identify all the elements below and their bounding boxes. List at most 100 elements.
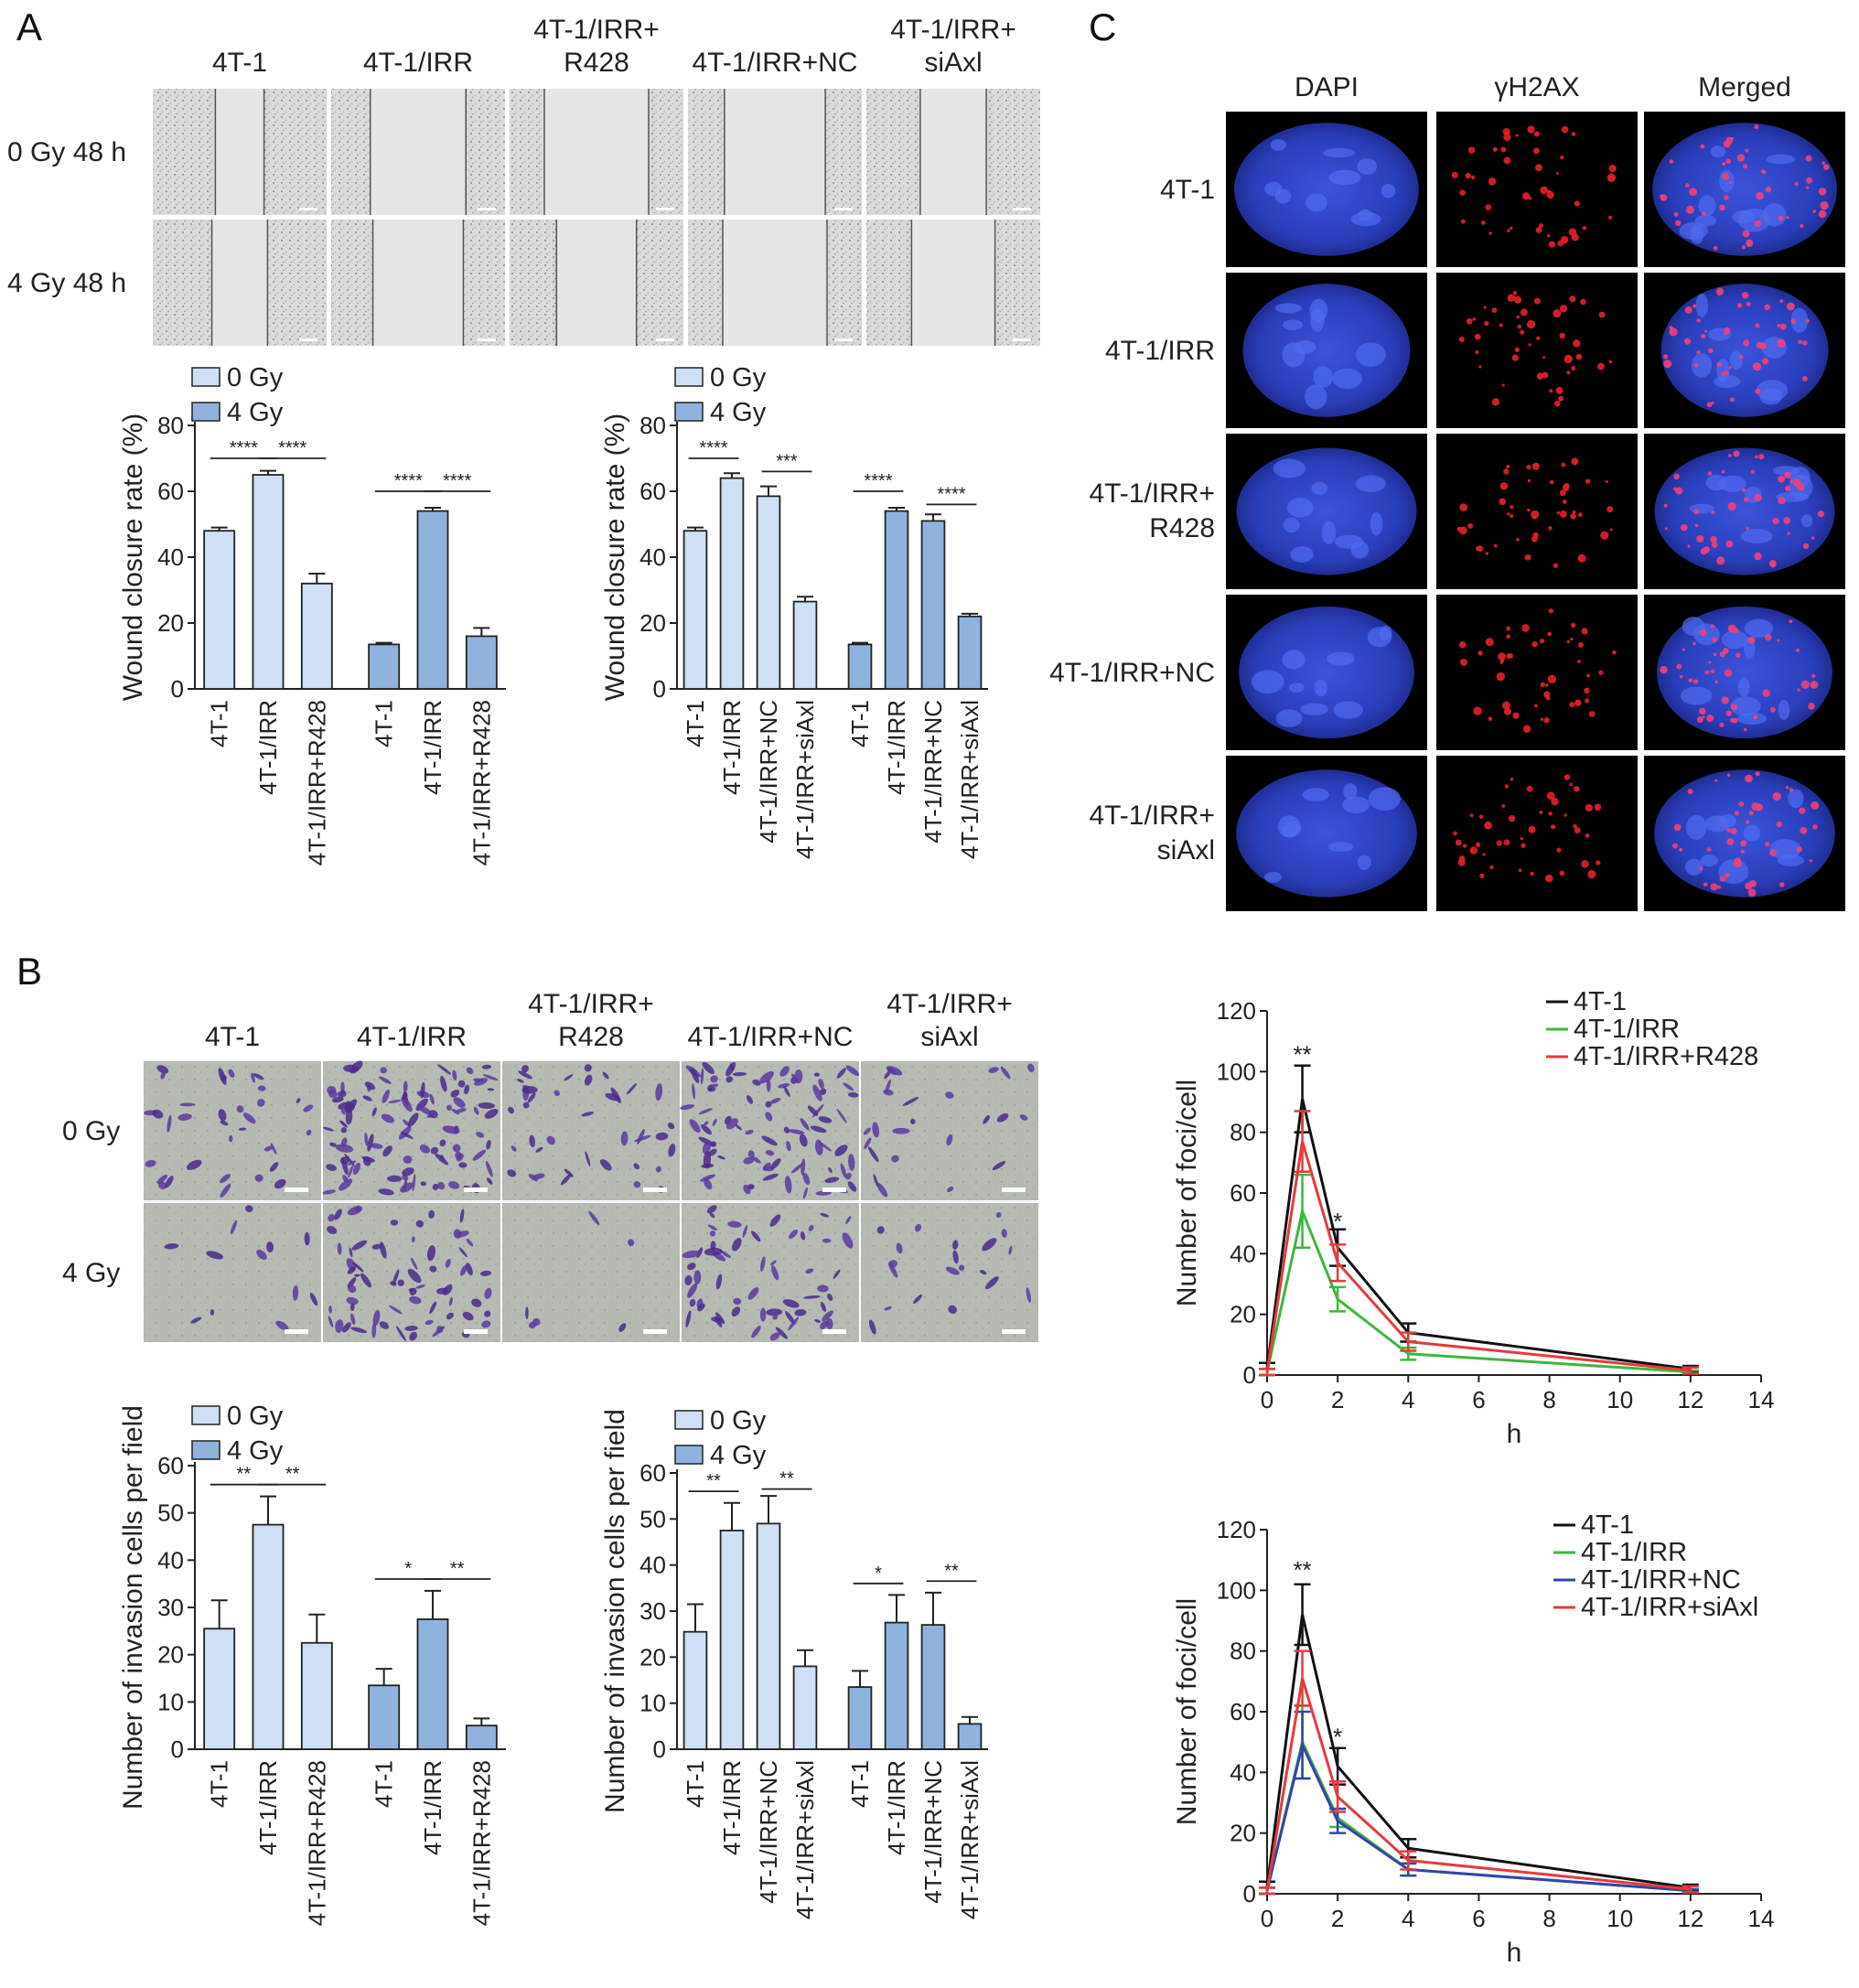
foci-spot: [1466, 317, 1473, 325]
foci-spot: [1512, 712, 1520, 719]
invading-cell: [958, 1264, 965, 1272]
foci-spot: [1577, 512, 1583, 517]
invading-cell: [466, 1067, 474, 1075]
foci-spot: [1750, 469, 1755, 474]
foci-spot: [1562, 500, 1567, 504]
foci-spot: [1521, 624, 1530, 632]
foci-spot: [1496, 672, 1506, 682]
foci-spot: [1544, 683, 1549, 687]
foci-spot: [1694, 523, 1699, 528]
foci-spot: [1663, 360, 1672, 369]
foci-spot: [1499, 661, 1504, 664]
nucleolus: [1310, 307, 1325, 332]
invading-cell: [481, 1320, 491, 1328]
row-label: 4T-1/IRR+ siAxl: [1089, 801, 1215, 865]
invading-cell: [1026, 1287, 1031, 1303]
invading-cell: [238, 1127, 247, 1131]
invading-cell: [448, 1297, 453, 1306]
x-tick-label: 4T-1: [206, 1760, 233, 1808]
invading-cell: [783, 1085, 790, 1098]
foci-spot: [1554, 400, 1561, 407]
foci-spot: [1787, 532, 1790, 535]
foci-spot: [1735, 861, 1742, 867]
invading-cell: [323, 1126, 334, 1132]
invading-cell: [367, 1134, 374, 1152]
invading-cell: [507, 1169, 517, 1177]
foci-spot: [1500, 146, 1507, 153]
foci-spot: [1573, 339, 1581, 348]
invading-cell: [697, 1303, 705, 1312]
foci-spot: [1585, 478, 1591, 484]
invading-cell: [435, 1287, 448, 1295]
foci-spot: [1722, 648, 1729, 654]
invading-cell: [474, 1078, 489, 1086]
foci-spot: [1802, 340, 1808, 346]
foci-spot: [1455, 839, 1462, 846]
foci-spot: [1473, 706, 1482, 715]
invading-cell: [712, 1118, 717, 1126]
foci-spot: [1799, 807, 1806, 814]
y-tick-label: 0: [171, 1735, 184, 1763]
significance-label: ****: [937, 484, 965, 504]
foci-spot: [1798, 339, 1803, 345]
invading-cell: [810, 1125, 827, 1134]
foci-spot: [1509, 226, 1513, 231]
foci-spot: [1708, 348, 1714, 354]
invading-cell: [392, 1269, 400, 1285]
foci-spot: [1728, 366, 1732, 370]
foci-spot: [1753, 715, 1758, 720]
x-tick-label: 4T-1: [371, 1760, 398, 1808]
row-label: 0 Gy: [62, 1116, 120, 1146]
foci-spot: [1510, 505, 1514, 510]
foci-spot: [1459, 503, 1468, 512]
foci-spot: [1715, 287, 1725, 296]
invading-cell: [460, 1264, 467, 1276]
invading-cell: [370, 1143, 383, 1149]
invading-cell: [693, 1270, 702, 1284]
invading-cell: [715, 1312, 725, 1325]
column-label: γH2AX: [1494, 72, 1579, 102]
invading-cell: [230, 1220, 238, 1235]
nucleus: [1654, 447, 1835, 575]
foci-spot: [1453, 831, 1457, 836]
y-tick-label: 0: [1243, 1361, 1256, 1389]
foci-spot: [1777, 338, 1786, 349]
x-tick-label: 4T-1/IRR+R428: [303, 700, 330, 865]
legend-label: 4 Gy: [710, 398, 767, 427]
invading-cell: [820, 1088, 827, 1095]
foci-spot: [1507, 229, 1510, 232]
wound-gap: [724, 89, 826, 215]
column-label: Merged: [1698, 72, 1791, 102]
invading-cell: [840, 1163, 847, 1178]
foci-spot: [1465, 172, 1471, 179]
foci-spot: [1762, 689, 1770, 697]
invading-cell: [327, 1226, 338, 1234]
foci-spot: [1706, 715, 1714, 723]
nucleolus: [1313, 366, 1333, 388]
invading-cell: [747, 1184, 755, 1190]
nucleolus: [1743, 824, 1761, 842]
invading-cell: [424, 1319, 434, 1326]
x-tick-label: 4T-1/IRR+siAxl: [956, 700, 983, 859]
foci-spot: [1535, 227, 1542, 233]
invading-cell: [458, 1247, 467, 1258]
invading-cell: [873, 1174, 879, 1187]
invading-cell: [761, 1135, 778, 1146]
invading-cell: [304, 1231, 310, 1246]
foci-spot: [1533, 131, 1540, 137]
invading-cell: [682, 1250, 701, 1259]
legend-label: 4 Gy: [227, 398, 284, 427]
foci-spot: [1531, 535, 1538, 543]
foci-spot: [1783, 517, 1791, 524]
y-tick-label: 80: [639, 412, 666, 439]
foci-spot: [1722, 162, 1726, 167]
invading-cell: [347, 1267, 356, 1274]
invading-cell: [564, 1168, 574, 1177]
invading-cell: [338, 1178, 353, 1191]
legend-swatch: [191, 1405, 220, 1425]
invading-cell: [352, 1262, 364, 1273]
foci-spot: [1797, 688, 1800, 692]
invading-cell: [564, 1074, 574, 1081]
invading-cell: [420, 1181, 426, 1187]
invading-cell: [585, 1151, 591, 1166]
